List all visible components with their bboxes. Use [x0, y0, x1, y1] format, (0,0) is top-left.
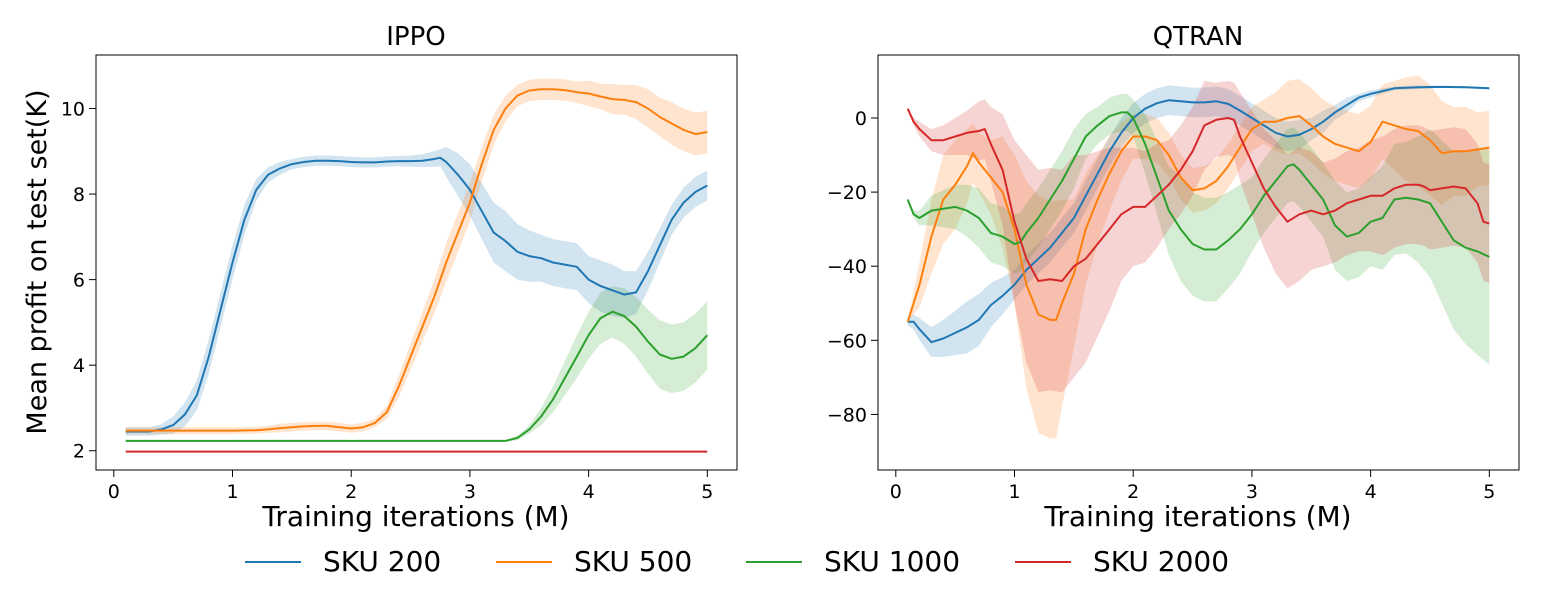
- ippo-x-tick-label-0: 0: [108, 481, 120, 503]
- qtran-sku-1000-line: [906, 111, 1490, 258]
- qtran-sku-1000-confidence-band: [907, 93, 1490, 365]
- ippo-x-tick-label-2: 2: [345, 481, 357, 503]
- qtran-sku-500-line: [906, 115, 1490, 323]
- qtran-plot-frame: [877, 54, 1520, 471]
- qtran-x-tick-label-4: 4: [1365, 481, 1377, 503]
- ippo-y-tick-label-1: 4: [73, 355, 85, 377]
- ippo-sku-1000-confidence-band: [125, 286, 708, 442]
- qtran-y-tick-label-3: −60: [827, 330, 867, 352]
- qtran-title: QTRAN: [1153, 22, 1244, 52]
- ippo-y-tick-label-2: 6: [73, 270, 85, 292]
- qtran-sku-200-confidence-band: [907, 85, 1490, 358]
- ippo-sku-200-line: [125, 156, 708, 433]
- qtran-panel: QTRAN 0 1 2 3 4 5 0 −20 −40 −60 −80 Training itera…: [827, 22, 1520, 533]
- ippo-x-tick-label-1: 1: [226, 481, 238, 503]
- qtran-x-tick-label-2: 2: [1127, 481, 1139, 503]
- qtran-sku-2000-confidence-band: [907, 80, 1490, 393]
- qtran-y-tick-label-0: 0: [855, 108, 867, 130]
- qtran-x-tick-label-0: 0: [890, 481, 902, 503]
- legend-label-sku-2000: SKU 2000: [1093, 545, 1229, 578]
- qtran-x-axis-label: Training iterations (M): [1043, 500, 1351, 533]
- ippo-x-tick-label-5: 5: [701, 481, 713, 503]
- ippo-sku-500-line: [125, 88, 708, 432]
- qtran-sku-200-line: [907, 85, 1490, 344]
- ippo-x-axis-label: Training iterations (M): [261, 500, 569, 533]
- qtran-x-tick-label-1: 1: [1008, 481, 1020, 503]
- qtran-sku-2000-line: [906, 108, 1490, 282]
- legend: SKU 200 SKU 500 SKU 1000 SKU 2000: [245, 545, 1229, 578]
- ippo-y-axis-label: Mean profit on test set(K): [22, 89, 53, 434]
- legend-label-sku-500: SKU 500: [574, 545, 692, 578]
- ippo-sku-1000-line: [125, 310, 709, 442]
- ippo-title: IPPO: [386, 22, 446, 52]
- legend-label-sku-1000: SKU 1000: [824, 545, 960, 578]
- ippo-x-tick-label-3: 3: [464, 481, 476, 503]
- qtran-y-tick-label-1: −20: [827, 182, 867, 204]
- ippo-panel: IPPO 0 1 2 3 4 5 2 4 6 8 10 Training iterations (M…: [22, 22, 738, 533]
- qtran-x-tick-label-5: 5: [1483, 481, 1495, 503]
- ippo-y-tick-label-3: 8: [73, 184, 85, 206]
- qtran-y-tick-label-4: −80: [827, 404, 867, 426]
- ippo-plot-frame: [95, 54, 738, 471]
- ippo-y-tick-label-0: 2: [73, 441, 85, 463]
- ippo-sku-500-confidence-band: [125, 78, 708, 435]
- qtran-sku-500-confidence-band: [907, 75, 1490, 439]
- legend-label-sku-200: SKU 200: [323, 545, 441, 578]
- ippo-x-tick-label-4: 4: [583, 481, 595, 503]
- ippo-y-tick-label-4: 10: [61, 98, 85, 120]
- qtran-y-tick-label-2: −40: [827, 256, 867, 278]
- ippo-sku-200-confidence-band: [125, 147, 708, 436]
- qtran-x-tick-label-3: 3: [1246, 481, 1258, 503]
